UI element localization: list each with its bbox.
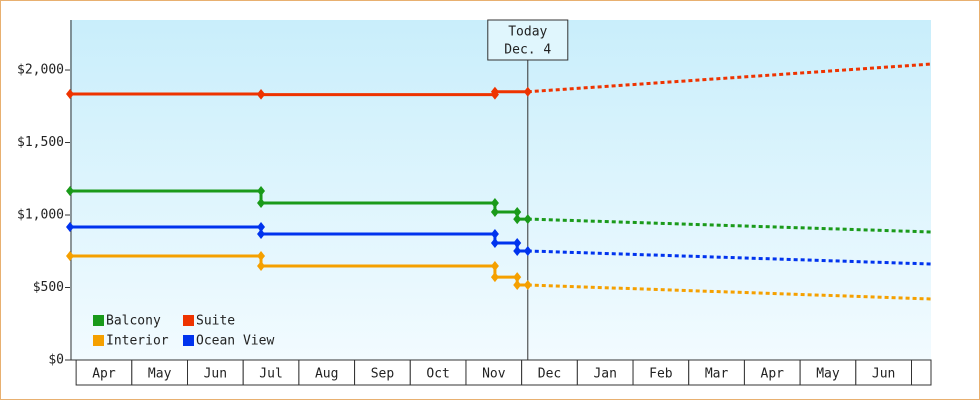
point [66,222,74,233]
legend-swatch [93,335,104,346]
point [66,251,74,262]
forecast-line [527,249,932,266]
y-tick-label: $1,500 [17,135,64,150]
point [257,229,266,240]
point [513,237,522,248]
point [257,261,266,272]
today-label: Today [508,25,547,40]
x-tick-label: May [816,367,840,382]
point [257,197,266,208]
point [513,214,522,225]
point [523,86,532,97]
point [513,206,522,217]
today-label: Dec. 4 [504,43,551,58]
x-tick-label: Jan [593,367,616,382]
today-box [487,19,569,61]
point [66,88,74,99]
point [490,86,499,97]
y-tick-label: $0 [48,353,64,368]
point [490,229,499,240]
point [66,185,74,196]
series-line [70,90,528,97]
point [523,214,532,225]
x-tick-label: Jun [204,367,227,382]
x-tick-label: Apr [92,367,116,382]
month-box [465,359,523,386]
forecast-line [527,283,932,301]
point [490,272,499,283]
point [513,280,522,291]
forecast-line [527,217,932,234]
month-box [75,359,133,386]
legend-swatch [183,315,194,326]
y-tick-label: $2,000 [17,63,64,78]
x-tick-label: Sep [371,367,395,382]
legend-swatch [183,335,194,346]
point [257,89,266,100]
x-tick-label: Oct [426,367,449,382]
month-box [409,359,467,386]
x-tick-label: May [148,367,172,382]
point [490,261,499,272]
point [257,251,266,262]
point [490,197,499,208]
month-box [576,359,634,386]
forecast-line [527,62,932,94]
legend-label: Interior [106,334,169,349]
x-tick-label: Feb [649,367,673,382]
point [513,245,522,256]
month-box [632,359,690,386]
x-tick-label: Jun [872,367,895,382]
y-tick-label: $1,000 [17,208,64,223]
legend-label: Ocean View [196,334,274,349]
point [523,245,532,256]
month-box [688,359,745,386]
point [257,222,266,233]
point [490,206,499,217]
x-tick-label: Dec [538,367,561,382]
legend-label: Suite [196,314,235,329]
x-tick-label: Mar [705,367,729,382]
legend-label: Balcony [106,314,161,329]
point [490,237,499,248]
x-tick-label: Aug [315,367,338,382]
x-tick-label: Apr [761,367,785,382]
month-box [911,359,932,386]
point [513,272,522,283]
x-tick-label: Nov [482,367,506,382]
point [523,280,532,291]
y-tick-label: $500 [33,280,64,295]
legend-swatch [93,315,104,326]
point [257,185,266,196]
x-tick-label: Jul [259,367,282,382]
